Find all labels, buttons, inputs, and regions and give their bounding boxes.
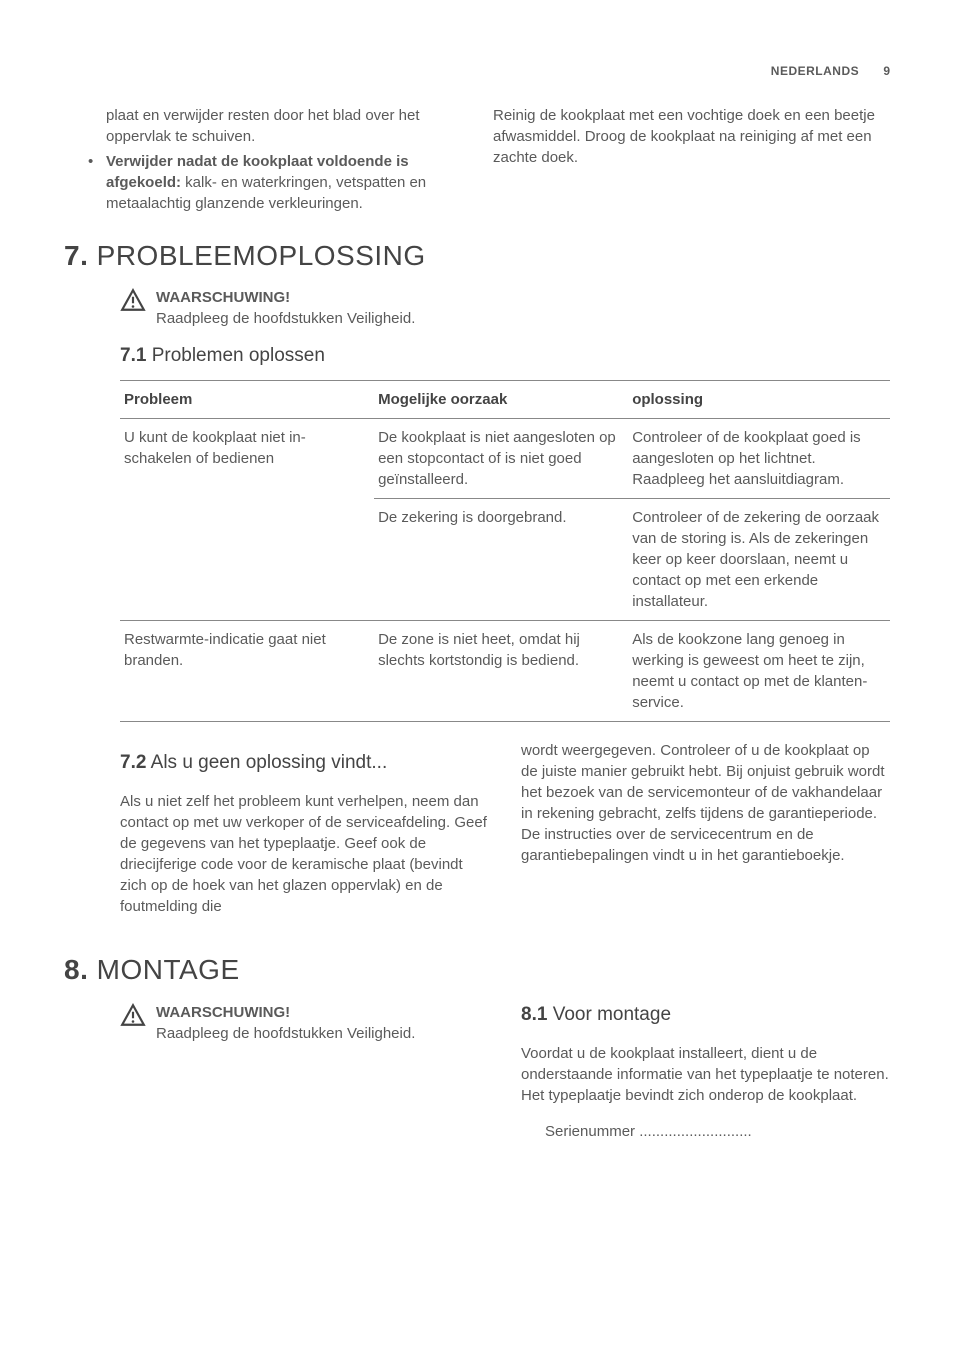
section-7-1-heading: 7.1 Problemen oplossen — [120, 343, 890, 370]
section-8-1-text: Voordat u de kookplaat installeert, dien… — [521, 1043, 890, 1106]
table-header-row: Probleem Mogelijke oorzaak oplossing — [120, 380, 890, 418]
warning-body: Raadpleeg de hoofdstukken Veiligheid. — [156, 310, 415, 327]
cell-cause-3: De zone is niet heet, omdat hij slechts … — [374, 620, 628, 721]
intro-right-text: Reinig de kookplaat met een vochtige doe… — [493, 105, 890, 168]
cell-solution-3: Als de kookzone lang gen­oeg in werking … — [628, 620, 890, 721]
header-language: NEDERLANDS — [771, 63, 859, 80]
intro-bullet: • Verwijder nadat de kookplaat voldoende… — [88, 151, 461, 214]
cell-solution-2: Controleer of de zekering de oorzaak van… — [628, 498, 890, 620]
section-8-heading: 8. MONTAGE — [64, 950, 890, 989]
section-7-1-number: 7.1 — [120, 345, 146, 366]
section-7-1-title: Problemen oplossen — [146, 345, 325, 366]
section-7-2-title: Als u geen oplossing vindt... — [146, 752, 387, 773]
section-7-number: 7. — [64, 240, 88, 271]
section-7-2-heading: 7.2 Als u geen oplossing vindt... — [120, 750, 489, 777]
warning-title: WAARSCHUWING! — [156, 287, 415, 308]
cell-problem-1: U kunt de kookplaat niet in­schakelen of… — [120, 418, 374, 620]
page-header: NEDERLANDS 9 — [64, 60, 890, 81]
section-7-2-right-text: wordt weergegeven. Controleer of u de ko… — [521, 740, 890, 866]
section-7-2-right: wordt weergegeven. Controleer of u de ko… — [521, 736, 890, 933]
intro-left-column: plaat en verwijder resten door het blad … — [64, 105, 461, 218]
cell-problem-3: Restwarmte-indicatie gaat niet branden. — [120, 620, 374, 721]
warning-icon — [120, 1002, 146, 1034]
section-7-heading: 7. PROBLEEMOPLOSSING — [64, 236, 890, 275]
section-8-1-title: Voor montage — [547, 1004, 671, 1025]
section-8-1-heading: 8.1 Voor montage — [521, 1002, 890, 1029]
serial-number-line: Serienummer ........................... — [545, 1121, 890, 1142]
cell-cause-1: De kookplaat is niet aan­gesloten op een… — [374, 418, 628, 498]
cell-cause-2: De zekering is doorge­brand. — [374, 498, 628, 620]
intro-right-column: Reinig de kookplaat met een vochtige doe… — [493, 105, 890, 218]
section-8-left: WAARSCHUWING! Raadpleeg de hoofdstukken … — [120, 1002, 489, 1158]
warning-icon — [120, 287, 146, 319]
troubleshooting-table: Probleem Mogelijke oorzaak oplossing U k… — [120, 380, 890, 722]
table-row: U kunt de kookplaat niet in­schakelen of… — [120, 418, 890, 498]
section-7-2-columns: 7.2 Als u geen oplossing vindt... Als u … — [120, 736, 890, 933]
section-7-2-left: 7.2 Als u geen oplossing vindt... Als u … — [120, 736, 489, 933]
header-page-number: 9 — [883, 63, 890, 80]
warning-text: WAARSCHUWING! Raadpleeg de hoofdstukken … — [156, 287, 415, 329]
section-7-body: 7.1 Problemen oplossen Probleem Mogelijk… — [120, 343, 890, 932]
section-8-right: 8.1 Voor montage Voordat u de kookplaat … — [521, 1002, 890, 1158]
bullet-text: Verwijder nadat de kookplaat voldoende i… — [106, 151, 461, 214]
warning-title: WAARSCHUWING! — [156, 1002, 415, 1023]
warning-text: WAARSCHUWING! Raadpleeg de hoofdstukken … — [156, 1002, 415, 1044]
section-7-title: PROBLEEMOPLOSSING — [88, 240, 425, 271]
section-7-2-left-text: Als u niet zelf het probleem kunt verhel… — [120, 791, 489, 917]
intro-cont-text: plaat en verwijder resten door het blad … — [106, 105, 461, 147]
bullet-marker: • — [88, 151, 106, 214]
cell-solution-1: Controleer of de kookplaat goed is aange… — [628, 418, 890, 498]
th-cause: Mogelijke oorzaak — [374, 380, 628, 418]
intro-columns: plaat en verwijder resten door het blad … — [64, 105, 890, 218]
table-row: Restwarmte-indicatie gaat niet branden. … — [120, 620, 890, 721]
section-8-number: 8. — [64, 954, 88, 985]
warning-body: Raadpleeg de hoofdstukken Veiligheid. — [156, 1025, 415, 1042]
section-7-warning: WAARSCHUWING! Raadpleeg de hoofdstukken … — [120, 287, 890, 329]
th-solution: oplossing — [628, 380, 890, 418]
th-problem: Probleem — [120, 380, 374, 418]
section-8-1-number: 8.1 — [521, 1004, 547, 1025]
section-8-columns: WAARSCHUWING! Raadpleeg de hoofdstukken … — [120, 1002, 890, 1158]
section-8-title: MONTAGE — [88, 954, 239, 985]
section-8-warning: WAARSCHUWING! Raadpleeg de hoofdstukken … — [120, 1002, 489, 1044]
section-7-2-number: 7.2 — [120, 752, 146, 773]
